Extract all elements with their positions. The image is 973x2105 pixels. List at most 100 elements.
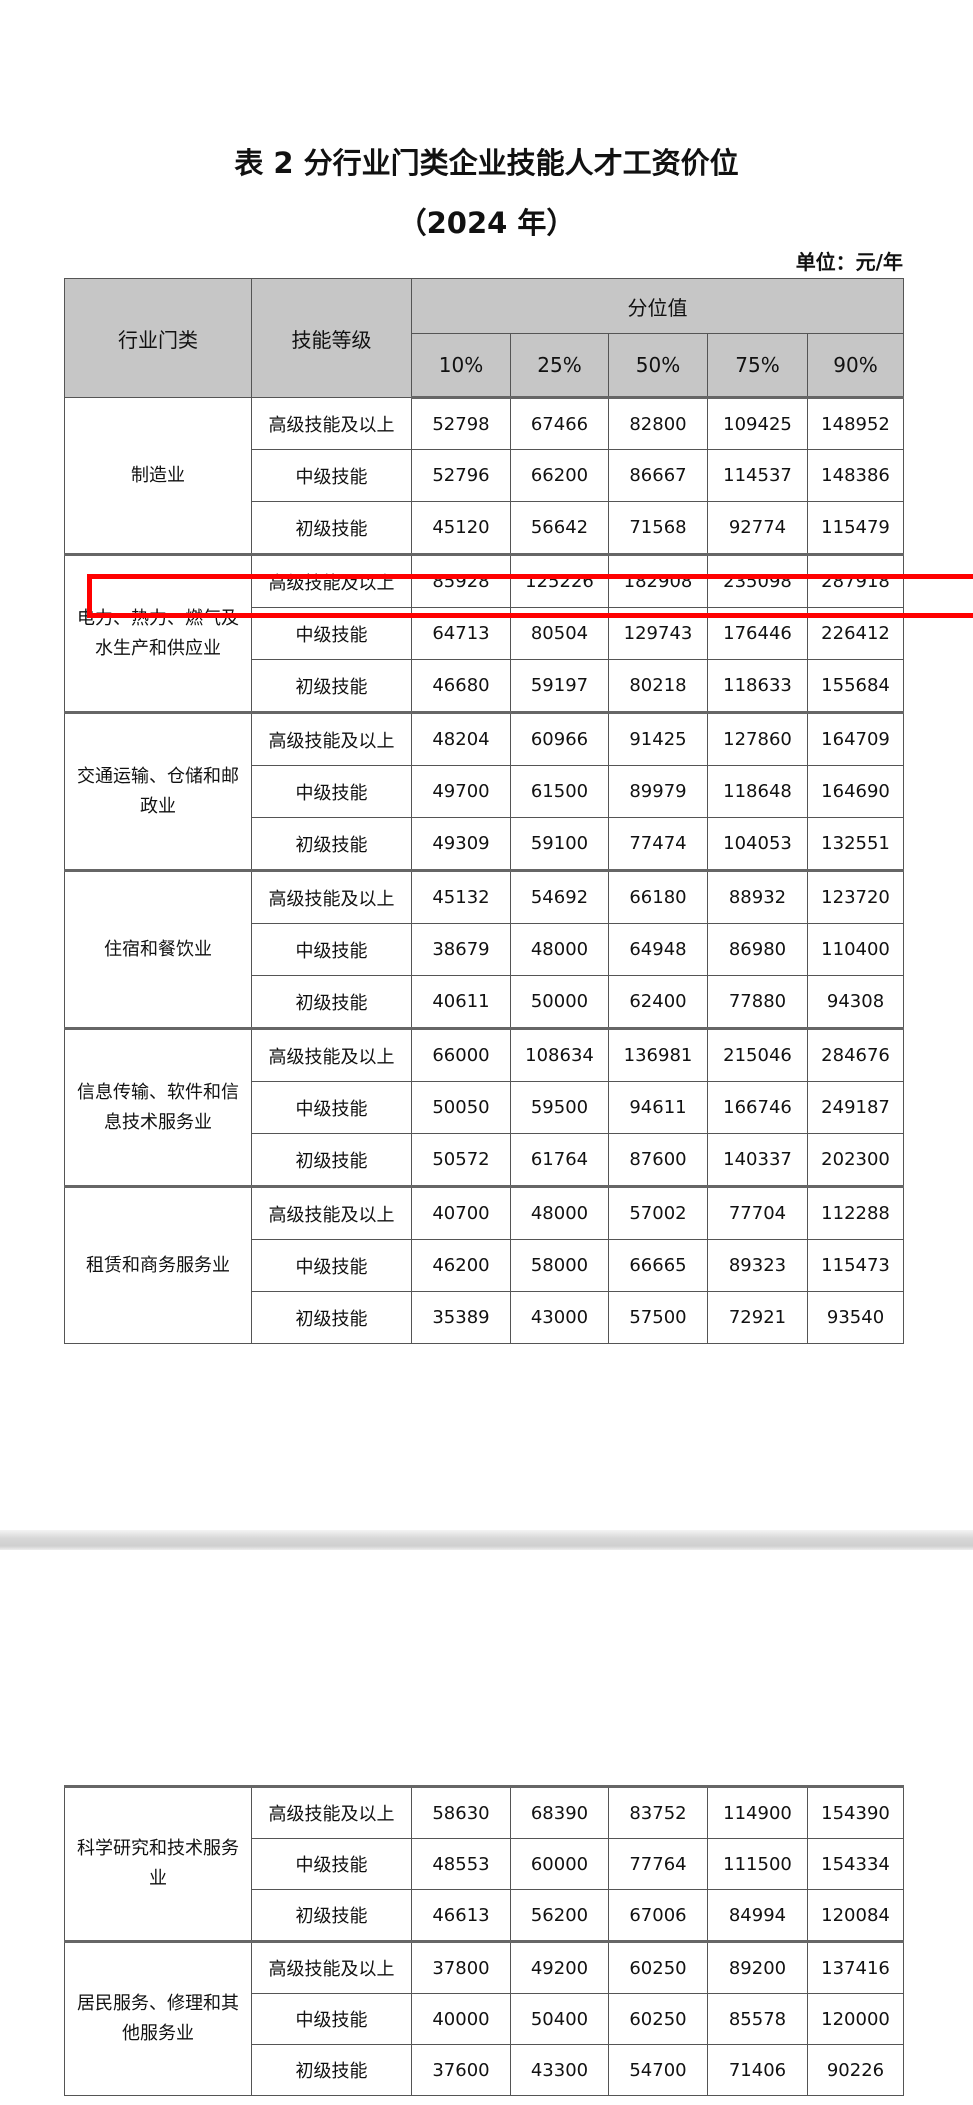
- wage-value-cell: 77880: [707, 975, 808, 1029]
- table-row: 居民服务、修理和其他服务业 高级技能及以上 37800 49200 60250 89200…: [64, 1940, 904, 2096]
- highlight-box: [87, 574, 973, 618]
- wage-value-cell: 59197: [510, 659, 609, 713]
- industry-cell: 交通运输、仓储和邮政业: [64, 711, 252, 871]
- wage-value-cell: 115473: [806, 1239, 905, 1292]
- skill-level-cell: 初级技能: [251, 1291, 412, 1344]
- wage-value-cell: 54692: [510, 869, 609, 924]
- industry-cell: 制造业: [64, 397, 252, 555]
- table-row: 电力、热力、燃气及水生产和供应业 高级技能及以上 85928 125226 182908…: [64, 553, 905, 713]
- wage-value-cell: 91425: [608, 711, 708, 766]
- wage-value-cell: 50000: [510, 975, 609, 1029]
- wage-value-cell: 148952: [806, 397, 905, 450]
- wage-value-cell: 118633: [707, 659, 808, 713]
- wage-value-cell: 46613: [411, 1889, 511, 1942]
- unit-label: 单位：元/年: [795, 250, 903, 274]
- skill-level-cell: 中级技能: [251, 1239, 412, 1292]
- wage-value-cell: 50572: [411, 1133, 511, 1187]
- wage-value-cell: 120000: [807, 1993, 904, 2045]
- header-p10: 10%: [411, 333, 511, 399]
- wage-value-cell: 68390: [510, 1785, 609, 1839]
- wage-value-cell: 61764: [510, 1133, 609, 1187]
- wage-value-cell: 94308: [806, 975, 905, 1029]
- skill-level-cell: 初级技能: [251, 1889, 412, 1942]
- table-title: 表 2 分行业门类企业技能人才工资价位: [234, 146, 739, 180]
- wage-value-cell: 61500: [510, 765, 609, 818]
- wage-value-cell: 154390: [807, 1785, 904, 1839]
- wage-value-cell: 202300: [806, 1133, 905, 1187]
- wage-value-cell: 64948: [608, 923, 708, 976]
- wage-value-cell: 108634: [510, 1027, 609, 1082]
- table-row: 科学研究和技术服务业 高级技能及以上 58630 68390 83752 114900 15…: [64, 1785, 904, 1942]
- wage-value-cell: 109425: [707, 397, 808, 450]
- wage-value-cell: 49700: [411, 765, 511, 818]
- wage-value-cell: 114900: [707, 1785, 808, 1839]
- table-row: 初级技能 40611 50000 62400 77880 94308: [65, 975, 905, 1029]
- wage-value-cell: 92774: [707, 501, 808, 555]
- skill-level-cell: 初级技能: [251, 1133, 412, 1187]
- wage-value-cell: 56642: [510, 501, 609, 555]
- skill-level-cell: 中级技能: [251, 923, 412, 976]
- table-row: 租赁和商务服务业 高级技能及以上 40700 48000 57002 77704 11228…: [64, 1185, 905, 1344]
- wage-value-cell: 89323: [707, 1239, 808, 1292]
- skill-level-cell: 中级技能: [251, 1081, 412, 1134]
- wage-value-cell: 66000: [411, 1027, 511, 1082]
- wage-value-cell: 66200: [510, 449, 609, 502]
- wage-value-cell: 82800: [608, 397, 708, 450]
- skill-level-cell: 中级技能: [251, 1838, 412, 1890]
- table-row: 初级技能 46613 56200 67006 84994 120084: [65, 1889, 904, 1942]
- wage-value-cell: 40611: [411, 975, 511, 1029]
- table-row: 初级技能 37600 43300 54700 71406 90226: [65, 2044, 904, 2096]
- wage-value-cell: 60250: [608, 1993, 708, 2045]
- wage-value-cell: 52798: [411, 397, 511, 450]
- skill-level-cell: 初级技能: [251, 975, 412, 1029]
- wage-value-cell: 77704: [707, 1185, 808, 1240]
- wage-value-cell: 284676: [806, 1027, 905, 1082]
- table-row: 初级技能 45120 56642 71568 92774 115479: [65, 501, 905, 555]
- wage-value-cell: 38679: [411, 923, 511, 976]
- table-row: 初级技能 35389 43000 57500 72921 93540: [65, 1291, 905, 1344]
- wage-value-cell: 77764: [608, 1838, 708, 1890]
- wage-table-page1: 行业门类 技能等级 分位值 10% 25% 50% 75% 90% 制造业 高级技…: [64, 278, 905, 1344]
- wage-value-cell: 71406: [707, 2044, 808, 2096]
- wage-value-cell: 164690: [806, 765, 905, 818]
- wage-value-cell: 54700: [608, 2044, 708, 2096]
- wage-value-cell: 58630: [411, 1785, 511, 1839]
- header-p25: 25%: [510, 333, 609, 399]
- wage-value-cell: 112288: [806, 1185, 905, 1240]
- wage-value-cell: 37600: [411, 2044, 511, 2096]
- skill-level-cell: 初级技能: [251, 817, 412, 871]
- wage-value-cell: 59100: [510, 817, 609, 871]
- wage-value-cell: 89979: [608, 765, 708, 818]
- wage-value-cell: 59500: [510, 1081, 609, 1134]
- wage-value-cell: 40000: [411, 1993, 511, 2045]
- wage-value-cell: 132551: [806, 817, 905, 871]
- wage-value-cell: 77474: [608, 817, 708, 871]
- table-row: 中级技能 38679 48000 64948 86980 110400: [65, 923, 905, 976]
- skill-level-cell: 初级技能: [251, 2044, 412, 2096]
- wage-value-cell: 87600: [608, 1133, 708, 1187]
- wage-value-cell: 123720: [806, 869, 905, 924]
- table-row: 住宿和餐饮业 高级技能及以上 45132 54692 66180 88932 123720: [64, 869, 905, 1029]
- wage-value-cell: 215046: [707, 1027, 808, 1082]
- skill-level-cell: 中级技能: [251, 449, 412, 502]
- wage-value-cell: 93540: [806, 1291, 905, 1344]
- wage-value-cell: 71568: [608, 501, 708, 555]
- wage-value-cell: 35389: [411, 1291, 511, 1344]
- skill-level-cell: 中级技能: [251, 1993, 412, 2045]
- wage-value-cell: 48000: [510, 1185, 609, 1240]
- wage-value-cell: 249187: [806, 1081, 905, 1134]
- wage-table-page2: 科学研究和技术服务业 高级技能及以上 58630 68390 83752 114900 15…: [64, 1785, 904, 2096]
- wage-value-cell: 89200: [707, 1940, 808, 1994]
- skill-level-cell: 初级技能: [251, 659, 412, 713]
- wage-value-cell: 67006: [608, 1889, 708, 1942]
- wage-value-cell: 137416: [807, 1940, 904, 1994]
- wage-value-cell: 60250: [608, 1940, 708, 1994]
- table-row: 中级技能 50050 59500 94611 166746 249187: [65, 1081, 905, 1134]
- wage-value-cell: 80218: [608, 659, 708, 713]
- wage-value-cell: 49200: [510, 1940, 609, 1994]
- wage-value-cell: 94611: [608, 1081, 708, 1134]
- wage-value-cell: 104053: [707, 817, 808, 871]
- skill-level-cell: 高级技能及以上: [251, 553, 412, 608]
- table-row: 中级技能 48553 60000 77764 111500 154334: [65, 1838, 904, 1890]
- table-row: 信息传输、软件和信息技术服务业 高级技能及以上 66000 108634 136981 2…: [64, 1027, 905, 1187]
